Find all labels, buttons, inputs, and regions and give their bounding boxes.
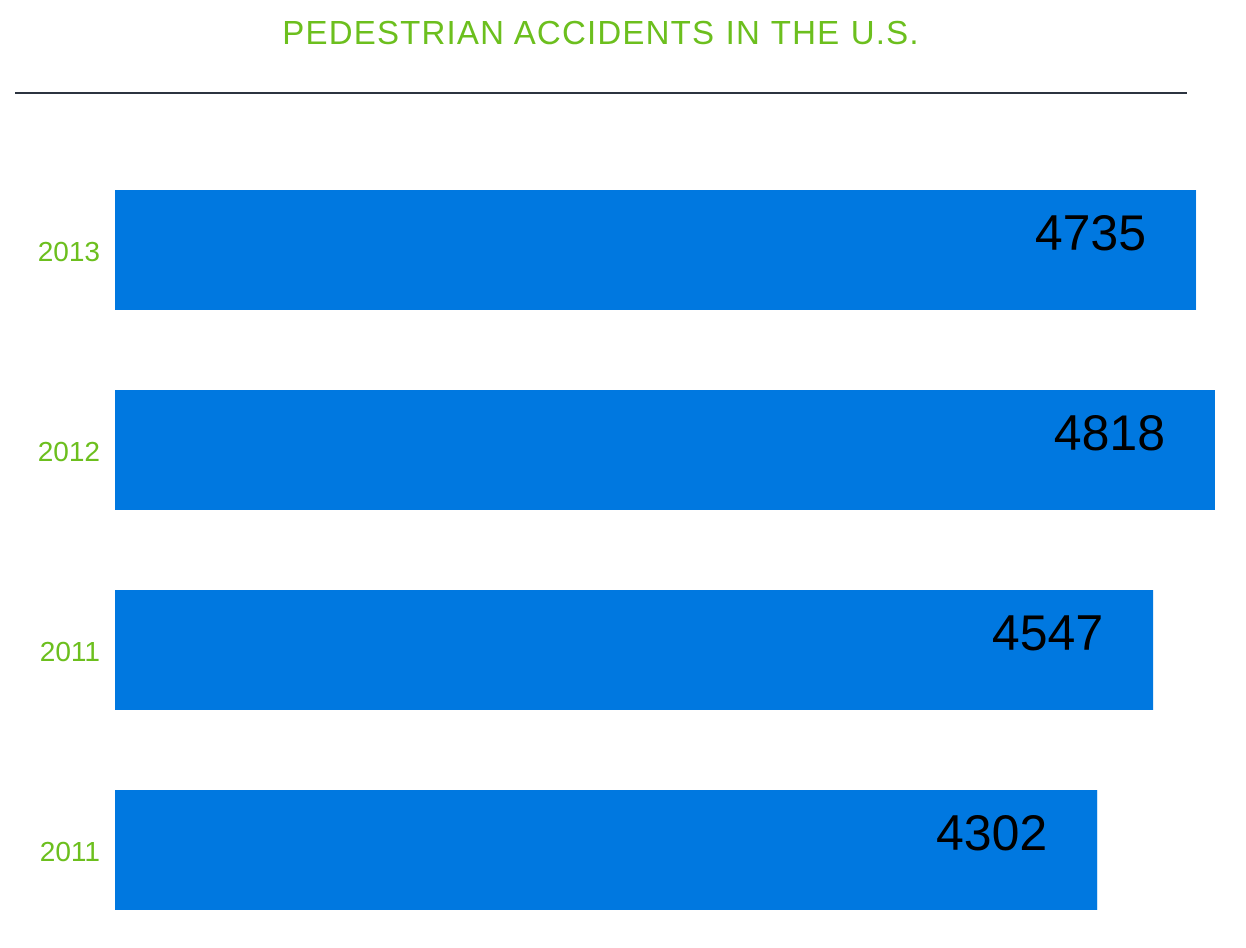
category-label-3: 2011 (40, 836, 100, 867)
category-label-0: 2013 (38, 236, 100, 267)
bar-2012-1 (115, 390, 1215, 510)
bar-2011-2 (115, 590, 1154, 710)
category-label-1: 2012 (38, 436, 100, 467)
bar-2011-3 (115, 790, 1098, 910)
value-label-3: 4302 (936, 805, 1047, 861)
category-label-2: 2011 (40, 636, 100, 667)
value-label-2: 4547 (992, 605, 1103, 661)
title-divider (15, 92, 1187, 94)
chart-title: PEDESTRIAN ACCIDENTS IN THE U.S. (282, 14, 920, 51)
value-label-1: 4818 (1054, 405, 1165, 461)
value-label-0: 4735 (1035, 205, 1146, 261)
bar-2013-0 (115, 190, 1197, 310)
